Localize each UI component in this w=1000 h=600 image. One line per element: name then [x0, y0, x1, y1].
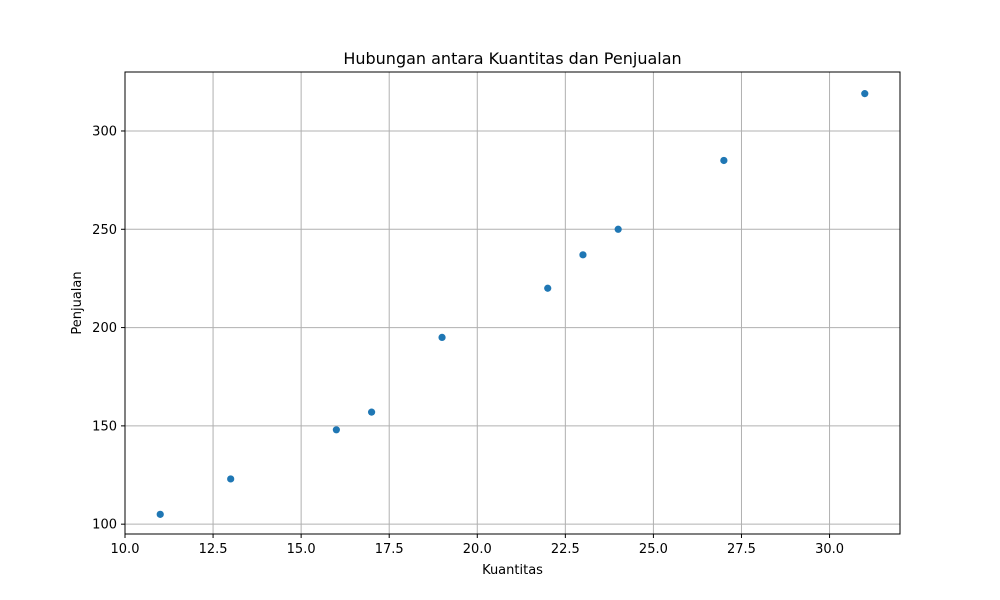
data-point: [227, 475, 235, 483]
x-tick-label: 25.0: [639, 542, 668, 557]
y-tick-label: 300: [92, 124, 117, 139]
y-tick-label: 150: [92, 419, 117, 434]
x-tick-label: 10.0: [111, 542, 140, 557]
x-tick-label: 30.0: [815, 542, 844, 557]
data-point: [367, 408, 376, 416]
y-tick-label: 250: [92, 223, 117, 238]
x-axis-label: Kuantitas: [482, 563, 543, 578]
data-point: [332, 426, 340, 434]
grid: [124, 72, 900, 534]
x-tick-label: 12.5: [199, 542, 228, 557]
data-point: [579, 251, 587, 259]
data-points: [156, 90, 869, 518]
data-point: [861, 90, 869, 98]
y-tick-label: 100: [92, 518, 117, 533]
y-tick-label: 200: [92, 321, 117, 336]
x-tick-label: 27.5: [727, 542, 756, 557]
data-point: [544, 284, 552, 292]
ticks: 10.0 12.5 15.0 17.5 20.0 22.5 25.0 27.5 30.0 100 1…: [92, 124, 844, 557]
plot-area-frame: [124, 71, 901, 535]
data-point: [438, 333, 446, 342]
x-tick-label: 15.0: [287, 542, 316, 557]
data-point: [614, 225, 622, 233]
data-point: [156, 510, 164, 518]
x-tick-label: 20.0: [463, 542, 492, 557]
chart-title: Hubungan antara Kuantitas dan Penjualan: [343, 49, 681, 68]
y-axis-label: Penjualan: [70, 271, 85, 334]
x-tick-label: 22.5: [551, 542, 580, 557]
x-tick-label: 17.5: [375, 542, 404, 557]
data-point: [720, 156, 728, 165]
